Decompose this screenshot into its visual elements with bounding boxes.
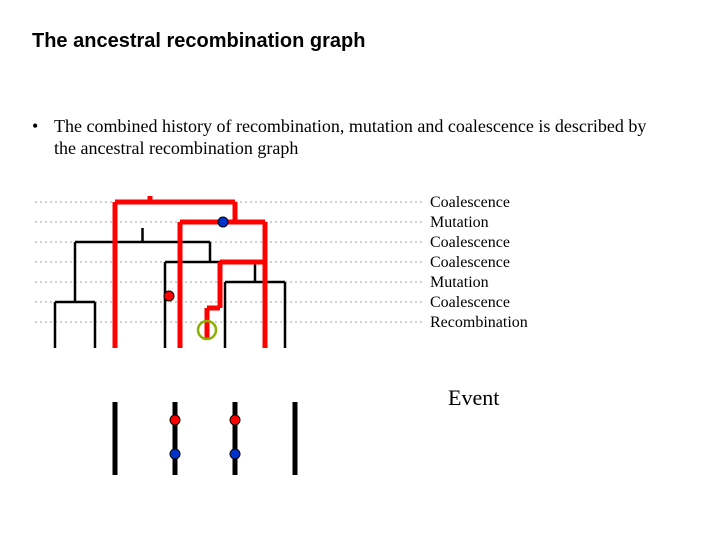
event-label: Coalescence xyxy=(430,233,528,253)
arg-diagram xyxy=(35,190,425,490)
slide-title: The ancestral recombination graph xyxy=(32,30,365,53)
event-label: Mutation xyxy=(430,273,528,293)
event-label: Recombination xyxy=(430,313,528,333)
event-label: Coalescence xyxy=(430,293,528,313)
event-caption: Event xyxy=(448,385,499,411)
event-label-list: Coalescence Mutation Coalescence Coalesc… xyxy=(430,193,528,333)
event-label: Mutation xyxy=(430,213,528,233)
event-label: Coalescence xyxy=(430,193,528,213)
bullet-text: The combined history of recombination, m… xyxy=(54,115,672,159)
bullet-marker: • xyxy=(32,115,54,137)
event-label: Coalescence xyxy=(430,253,528,273)
bullet-item: • The combined history of recombination,… xyxy=(32,115,672,159)
